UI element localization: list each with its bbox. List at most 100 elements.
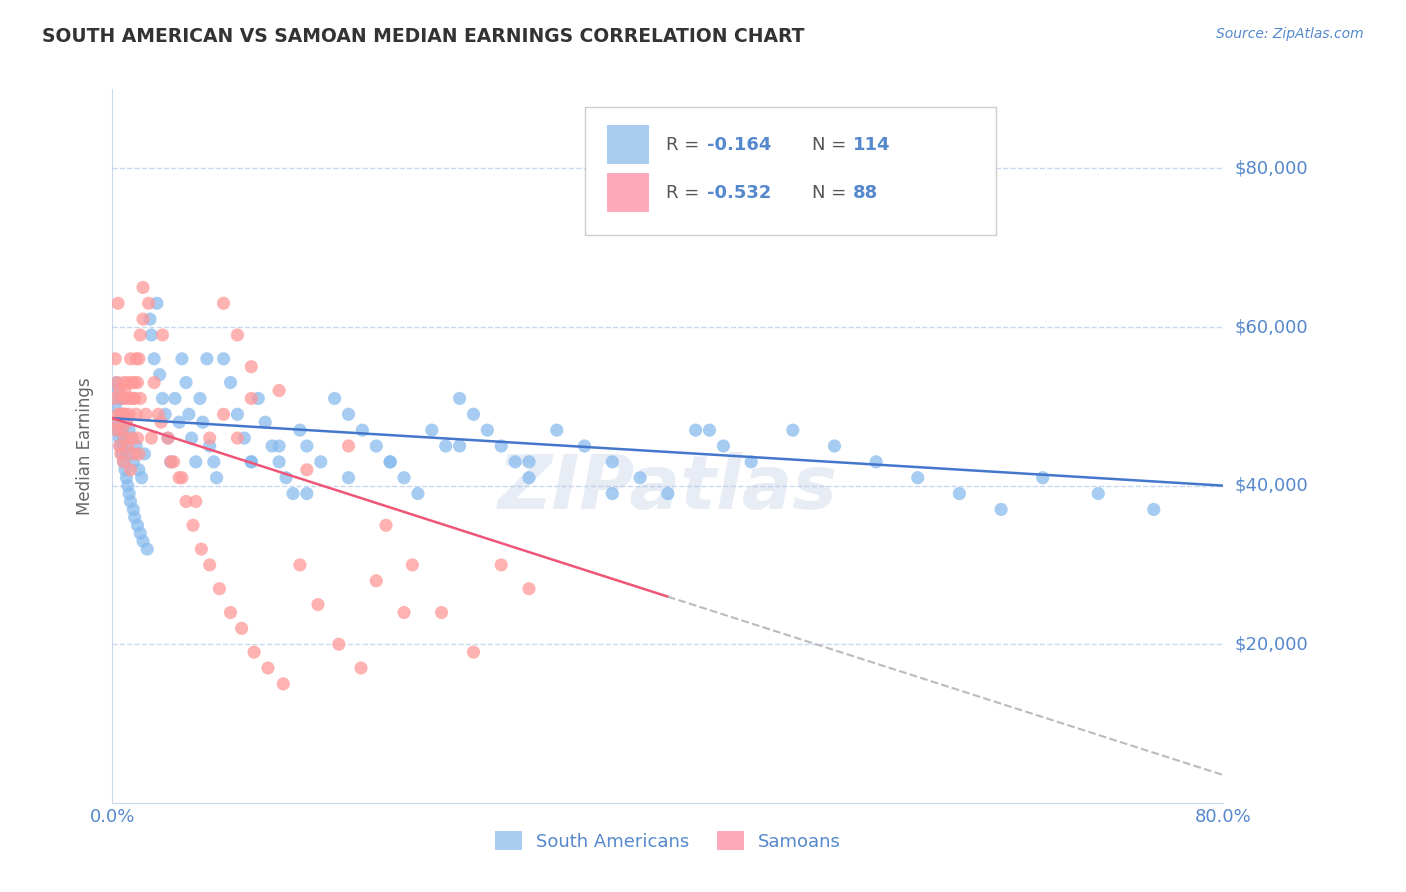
Point	[115, 415, 138, 429]
Point	[517, 582, 540, 596]
Point	[112, 455, 135, 469]
Point	[491, 558, 513, 572]
Point	[121, 376, 143, 390]
Point	[103, 392, 125, 406]
Point	[114, 407, 136, 421]
Legend: South Americans, Samoans: South Americans, Samoans	[488, 824, 848, 858]
Point	[449, 392, 471, 406]
Text: $40,000: $40,000	[1234, 476, 1308, 495]
Bar	[607, 125, 650, 164]
Point	[699, 423, 721, 437]
Point	[124, 376, 146, 390]
Point	[267, 439, 291, 453]
Point	[657, 486, 679, 500]
Point	[254, 415, 277, 429]
Point	[134, 447, 156, 461]
Point	[167, 415, 190, 429]
Point	[1087, 486, 1109, 500]
Point	[190, 542, 212, 557]
Point	[143, 351, 166, 366]
Point	[128, 351, 150, 366]
Point	[132, 280, 155, 294]
Point	[108, 392, 131, 406]
Point	[122, 455, 145, 469]
Point	[127, 431, 149, 445]
Point	[226, 431, 249, 445]
Point	[1143, 502, 1166, 516]
Text: $80,000: $80,000	[1234, 160, 1308, 178]
Point	[267, 455, 291, 469]
Point	[128, 463, 150, 477]
Point	[274, 471, 297, 485]
Point	[138, 296, 160, 310]
Point	[796, 201, 818, 215]
Point	[105, 423, 128, 437]
Point	[337, 471, 360, 485]
Point	[212, 296, 235, 310]
Point	[198, 558, 221, 572]
Point	[121, 431, 143, 445]
Point	[120, 351, 142, 366]
Point	[181, 518, 204, 533]
Point	[110, 407, 132, 421]
Point	[112, 431, 135, 445]
Point	[149, 368, 172, 382]
Point	[337, 407, 360, 421]
Point	[240, 455, 263, 469]
Point	[159, 455, 181, 469]
Point	[117, 439, 139, 453]
Point	[117, 478, 139, 492]
Point	[124, 510, 146, 524]
Point	[110, 407, 132, 421]
Point	[463, 407, 485, 421]
Point	[309, 455, 332, 469]
Point	[146, 296, 169, 310]
Point	[546, 423, 568, 437]
Point	[125, 439, 148, 453]
Point	[517, 455, 540, 469]
Point	[240, 359, 263, 374]
Point	[107, 296, 129, 310]
Point	[948, 486, 970, 500]
Point	[267, 384, 291, 398]
Point	[118, 423, 141, 437]
Text: N =: N =	[813, 184, 852, 202]
Point	[105, 376, 128, 390]
Point	[157, 431, 180, 445]
Point	[281, 486, 304, 500]
Point	[406, 486, 429, 500]
Y-axis label: Median Earnings: Median Earnings	[76, 377, 94, 515]
Point	[159, 455, 181, 469]
Point	[111, 447, 134, 461]
Point	[212, 351, 235, 366]
Point	[177, 407, 200, 421]
Point	[122, 502, 145, 516]
Point	[112, 455, 135, 469]
Point	[517, 471, 540, 485]
Point	[157, 431, 180, 445]
Point	[104, 400, 127, 414]
Point	[108, 384, 131, 398]
Point	[328, 637, 350, 651]
Point	[118, 407, 141, 421]
Point	[128, 447, 150, 461]
Point	[180, 431, 202, 445]
Point	[150, 415, 173, 429]
Point	[602, 486, 624, 500]
Point	[295, 486, 318, 500]
Point	[108, 431, 131, 445]
Text: 88: 88	[853, 184, 879, 202]
Point	[148, 407, 170, 421]
Point	[184, 494, 207, 508]
Point	[127, 376, 149, 390]
Point	[170, 471, 193, 485]
Point	[713, 439, 735, 453]
Point	[114, 384, 136, 398]
Point	[122, 447, 145, 461]
Point	[118, 392, 141, 406]
Point	[1032, 471, 1054, 485]
Point	[132, 534, 155, 549]
Point	[129, 392, 152, 406]
Point	[112, 376, 135, 390]
Point	[121, 431, 143, 445]
